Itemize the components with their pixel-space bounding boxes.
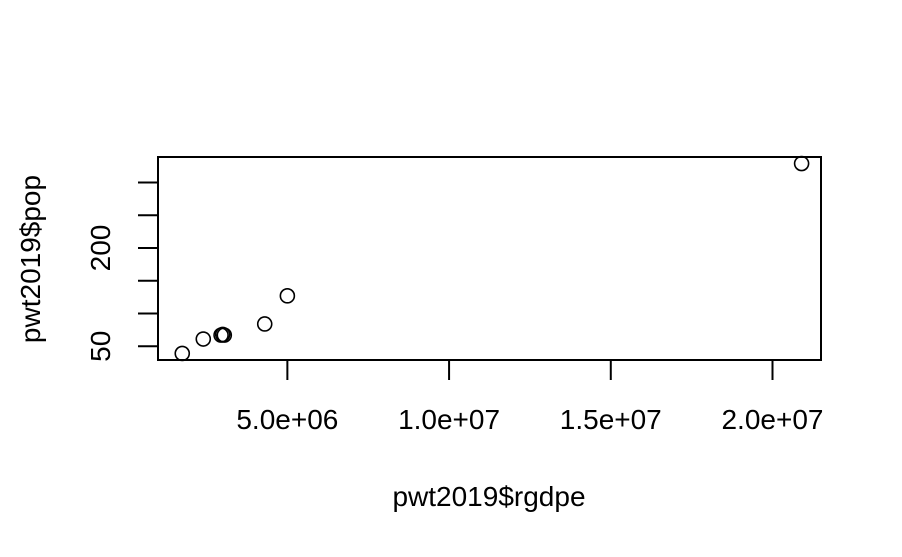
x-tick-label: 1.5e+07: [560, 404, 662, 435]
data-point: [793, 155, 810, 172]
y-axis: 50 200: [85, 181, 159, 362]
x-axis: 5.0e+06 1.0e+07 1.5e+07 2.0e+07: [236, 359, 823, 435]
data-points: [174, 155, 810, 362]
y-tick-label: 50: [85, 331, 116, 362]
x-tick-label: 1.0e+07: [398, 404, 500, 435]
x-tick-label: 5.0e+06: [236, 404, 338, 435]
data-point: [279, 288, 296, 304]
data-point: [256, 316, 273, 332]
x-tick-label: 2.0e+07: [721, 404, 823, 435]
y-tick-label: 200: [85, 225, 116, 272]
data-point: [195, 331, 212, 347]
data-point: [216, 327, 233, 343]
data-point: [174, 345, 191, 362]
plot-box: [157, 156, 822, 361]
y-axis-label: pwt2019$pop: [15, 175, 46, 343]
x-axis-label: pwt2019$rgdpe: [392, 481, 585, 512]
